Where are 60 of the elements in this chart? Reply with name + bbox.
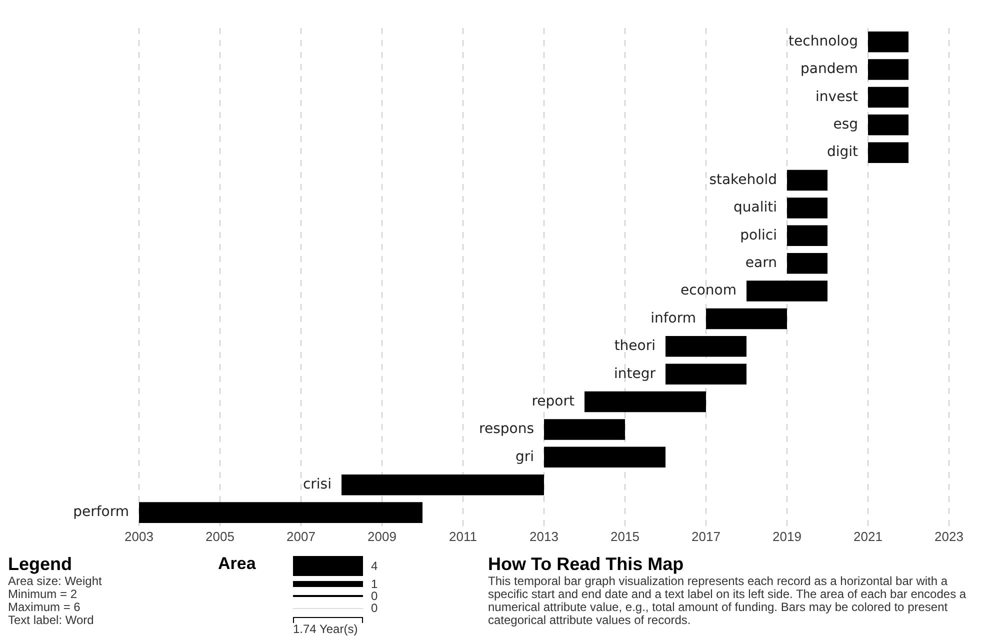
y-tick-label: crisi: [302, 476, 332, 493]
y-tick-label: esg: [833, 116, 858, 133]
y-tick-label: invest: [816, 88, 858, 105]
text: 0: [371, 588, 378, 602]
x-tick-label: 2019: [772, 528, 802, 544]
bar: [787, 170, 828, 191]
bar: [746, 280, 828, 302]
bar: [868, 31, 908, 52]
bar: [787, 225, 828, 246]
x-tick-label: 2003: [124, 528, 154, 544]
text: Legend: [8, 554, 74, 575]
text: Text label: Word: [8, 613, 95, 627]
bar: [868, 86, 908, 108]
y-tick-label: qualiti: [734, 200, 777, 216]
bar: [868, 142, 908, 163]
bar: [342, 474, 544, 496]
x-tick-label: 2011: [449, 528, 477, 544]
bar: [544, 419, 625, 440]
y-tick-label: gri: [515, 448, 534, 465]
bar: [868, 59, 908, 80]
y-tick-label: pandem: [800, 61, 858, 78]
x-tick-label: 2021: [854, 528, 882, 544]
x-tick-label: 2009: [368, 528, 396, 544]
y-tick-label: respons: [479, 421, 534, 438]
text: 1.74 Year(s): [293, 622, 359, 636]
y-tick-label: perform: [73, 504, 129, 520]
text: 0: [371, 600, 378, 614]
y-tick-label: stakehold: [709, 172, 777, 188]
text: 1: [371, 576, 378, 590]
x-tick-label: 2005: [206, 528, 234, 544]
bar: [787, 198, 828, 218]
bar: [666, 364, 746, 384]
text: 4: [371, 558, 378, 572]
bar: [787, 252, 828, 274]
bar: [139, 502, 422, 523]
x-tick-label: 2023: [934, 528, 964, 544]
text: How To Read This Map: [488, 554, 685, 575]
y-tick-label: report: [532, 393, 576, 410]
y-tick-label: theori: [614, 338, 656, 354]
text: Area: [218, 554, 257, 575]
y-tick-label: integr: [614, 366, 656, 382]
x-tick-label: 2015: [610, 528, 640, 544]
x-tick-label: 2013: [530, 528, 558, 544]
y-tick-label: digit: [826, 144, 859, 160]
text: Maximum = 6: [8, 600, 82, 614]
bar: [584, 391, 706, 412]
y-tick-label: earn: [745, 254, 777, 271]
y-tick-label: technolog: [788, 33, 858, 50]
bar: [706, 308, 787, 330]
y-tick-label: polici: [740, 227, 777, 244]
text: Area size: Weight: [8, 574, 103, 588]
bar: [868, 114, 908, 136]
bar: [544, 446, 666, 468]
text: This temporal bar graph visualization represents each record as a horizontal bar with a specific start and end date and a text label on its left side. The area of each bar encodes a numerical attribute value, e.g., total amount of funding. Bars may be colored to present categorical attribute values of records.: [488, 574, 968, 627]
text: Minimum = 2: [8, 587, 78, 601]
y-tick-label: inform: [650, 310, 696, 326]
y-tick-label: econom: [680, 282, 736, 299]
bar: [666, 336, 746, 357]
x-tick-label: 2017: [692, 528, 720, 544]
x-tick-label: 2007: [286, 528, 316, 544]
